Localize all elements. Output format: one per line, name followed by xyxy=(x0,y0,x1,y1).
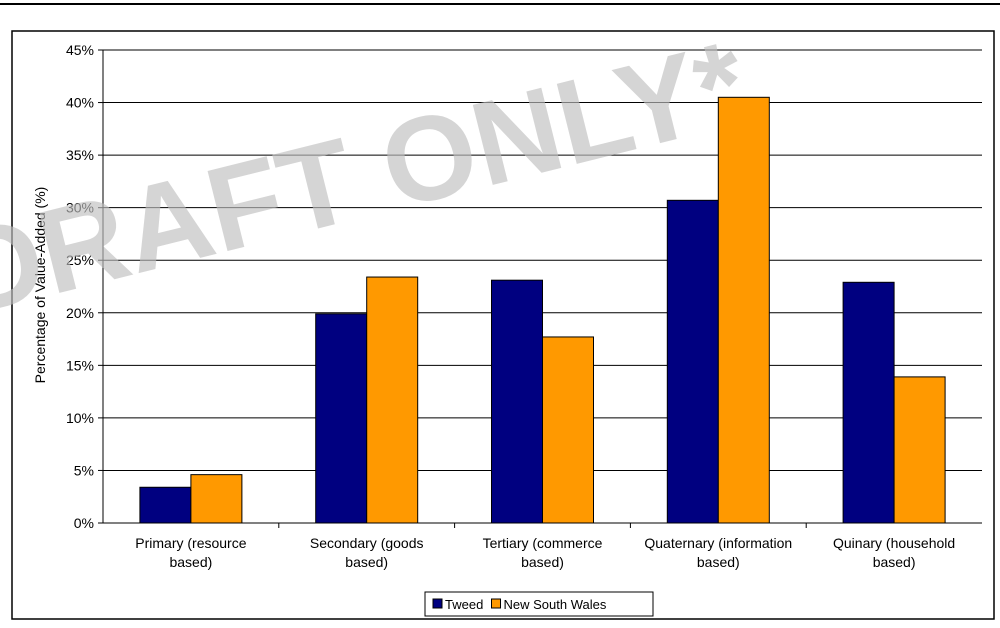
legend-label: Tweed xyxy=(445,597,483,612)
bar-tweed xyxy=(491,279,543,524)
bar-layer xyxy=(139,96,946,524)
legend-label: New South Wales xyxy=(504,597,607,612)
x-category-label: Primary (resource xyxy=(135,535,246,551)
y-tick-label: 35% xyxy=(66,147,94,163)
x-category-label: Tertiary (commerce xyxy=(483,535,603,551)
x-category-label: Secondary (goods xyxy=(310,535,424,551)
bar-new-south-wales xyxy=(366,276,419,524)
y-tick-label: 20% xyxy=(66,305,94,321)
y-axis-title: Percentage of Value-Added (%) xyxy=(32,187,48,384)
bar-new-south-wales xyxy=(893,376,946,524)
axis-layer: 0% 5% 10% 15% 20% 25% 30% 35% 40% 45% Primary (res… xyxy=(66,42,982,570)
x-category-label: based) xyxy=(345,554,388,570)
bar-tweed xyxy=(315,313,368,524)
y-tick-label: 45% xyxy=(66,42,94,58)
bar-new-south-wales xyxy=(542,336,594,524)
legend-box xyxy=(424,591,654,617)
bar-tweed xyxy=(139,486,192,524)
bar-new-south-wales xyxy=(190,474,243,524)
x-category-label: based) xyxy=(697,554,740,570)
bar-new-south-wales xyxy=(717,96,770,524)
x-category-label: based) xyxy=(521,554,564,570)
legend-swatch xyxy=(432,598,443,609)
y-tick-label: 0% xyxy=(74,515,94,531)
y-tick-label: 5% xyxy=(74,462,94,478)
chart-border xyxy=(11,30,995,620)
bar-tweed xyxy=(842,281,895,524)
y-tick-label: 15% xyxy=(66,357,94,373)
x-category-label: Quinary (household xyxy=(833,535,955,551)
y-tick-label: 30% xyxy=(66,200,94,216)
y-tick-label: 10% xyxy=(66,410,94,426)
y-tick-label: 25% xyxy=(66,252,94,268)
x-category-label: based) xyxy=(169,554,212,570)
legend: Tweed New South Wales xyxy=(424,591,654,617)
grid-layer xyxy=(103,49,982,471)
x-category-label: based) xyxy=(873,554,916,570)
legend-swatch xyxy=(491,598,501,609)
y-tick-label: 40% xyxy=(66,95,94,111)
x-category-label: Quaternary (information xyxy=(644,535,792,551)
bar-tweed xyxy=(666,199,719,524)
